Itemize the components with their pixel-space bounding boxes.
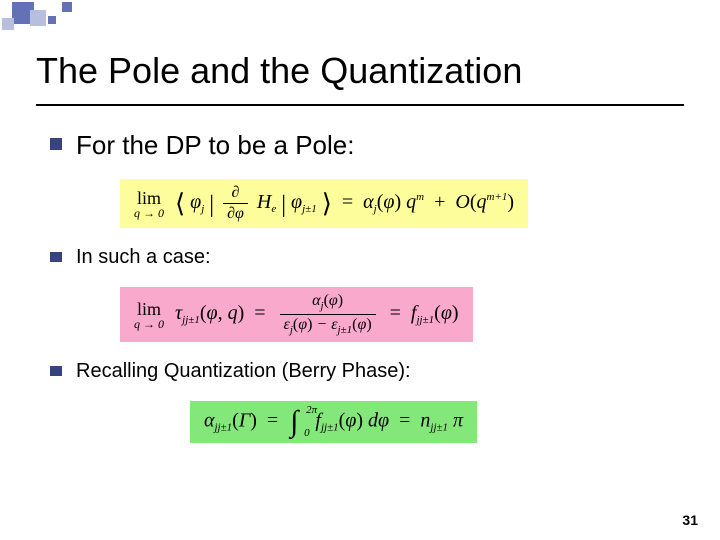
equation-1: lim q → 0 ⟨ φj | ∂∂φ He | φj±1 ⟩ = αj(φ)… — [120, 179, 528, 228]
bullet-2-text: In such a case: — [76, 246, 211, 269]
page-number: 31 — [682, 512, 698, 528]
bullet-square-icon — [50, 138, 62, 150]
bullet-1: For the DP to be a Pole: — [50, 130, 670, 161]
title-underline — [36, 104, 684, 106]
bullet-2: In such a case: — [50, 246, 670, 269]
equation-3: αjj±1(Γ) = ∫ 2π 0 fjj±1(φ) dφ = njj±1 π — [190, 401, 477, 443]
bullet-square-icon — [50, 252, 62, 262]
bullet-3-text: Recalling Quantization (Berry Phase): — [76, 360, 411, 383]
bullet-3: Recalling Quantization (Berry Phase): — [50, 360, 670, 383]
equation-2: lim q → 0 τjj±1(φ, q) = αj(φ) εj(φ) − εj… — [120, 287, 473, 342]
bullet-square-icon — [50, 366, 62, 376]
corner-decoration — [2, 2, 122, 40]
bullet-1-text: For the DP to be a Pole: — [76, 130, 354, 161]
content-area: For the DP to be a Pole: lim q → 0 ⟨ φj … — [50, 130, 670, 461]
page-title: The Pole and the Quantization — [36, 50, 522, 92]
